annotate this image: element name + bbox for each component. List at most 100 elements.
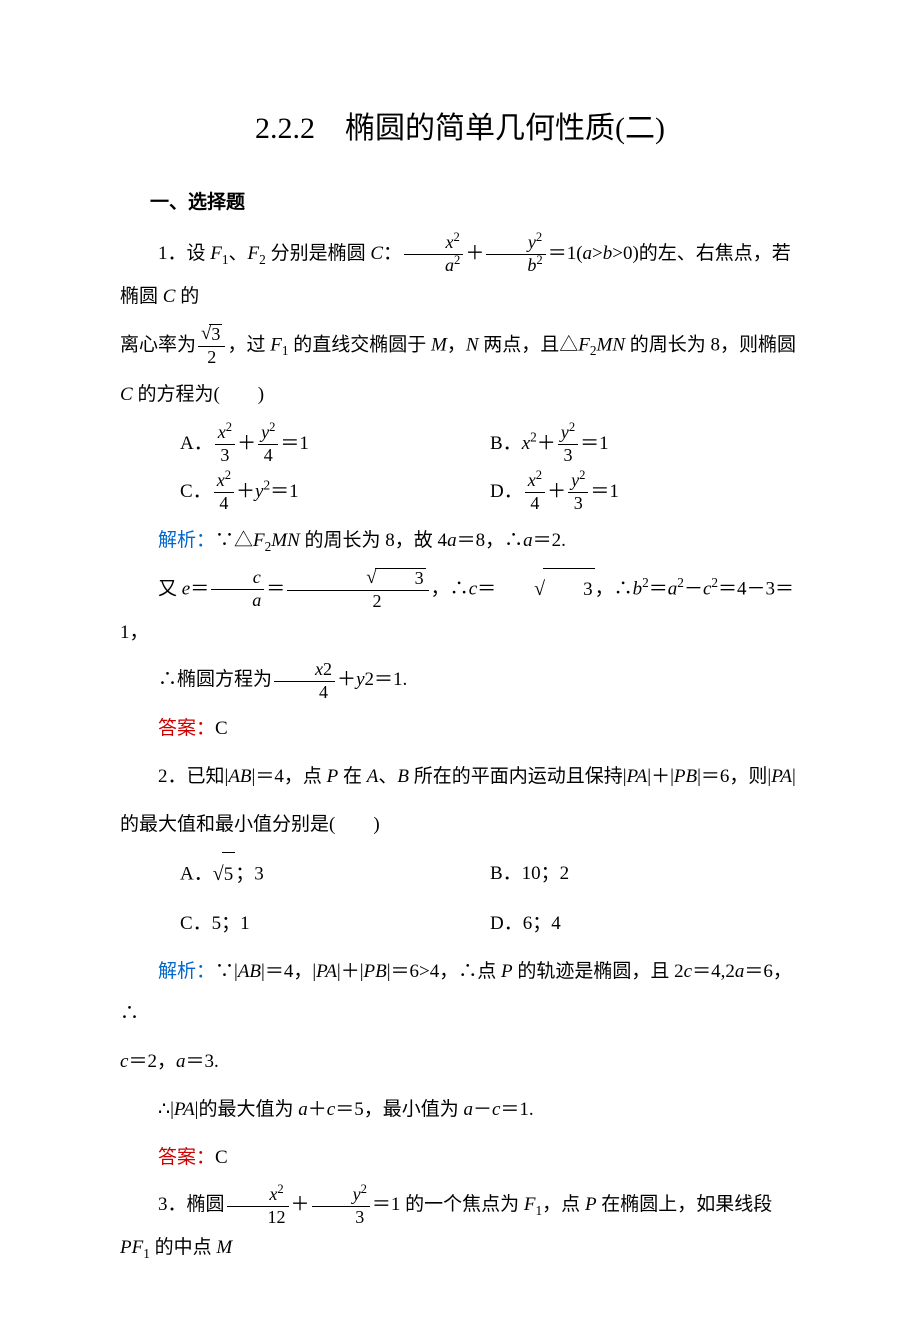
text: ；3 <box>235 863 264 884</box>
sqrt: 5 <box>213 852 235 898</box>
sup: 2 <box>642 575 649 590</box>
text: 在 <box>338 766 367 787</box>
solution-label: 解析： <box>158 530 215 551</box>
text: ＝1 的一个焦点为 <box>372 1194 524 1215</box>
var-F1: F <box>270 334 282 355</box>
text: ∴椭圆方程为 <box>158 669 272 690</box>
q1-optC: C．x24＋y2＝1 <box>180 470 490 514</box>
sub: 2 <box>259 252 266 267</box>
text: ＝8，∴ <box>457 530 524 551</box>
text: ， <box>447 334 466 355</box>
text: ＝3. <box>185 1051 218 1072</box>
frac: y23 <box>568 471 588 514</box>
var: F <box>253 530 265 551</box>
text: ＋ <box>465 243 484 264</box>
frac: x2a2 <box>404 233 463 276</box>
q2-options-row1: A．5；3 B．10；2 <box>180 852 800 898</box>
text: ，∴ <box>431 578 469 599</box>
frac: y24 <box>258 423 278 466</box>
var: a <box>447 530 457 551</box>
var: AB <box>228 766 251 787</box>
label: B． <box>490 433 522 454</box>
text: ＝2， <box>128 1051 176 1072</box>
text: 的周长为 8，则椭圆 <box>625 334 796 355</box>
text: ＋ <box>236 481 255 502</box>
text: ，点 <box>542 1194 585 1215</box>
label: A． <box>180 863 213 884</box>
text: 又 <box>158 578 182 599</box>
text: ＝4,2 <box>692 961 735 982</box>
text: 的直线交椭圆于 <box>288 334 431 355</box>
frac: x24 <box>274 660 335 703</box>
text: ∵△ <box>215 530 253 551</box>
var: c <box>684 961 692 982</box>
q1-stem-line2: 离心率为32，过 F1 的直线交椭圆于 M，N 两点，且△F2MN 的周长为 8… <box>120 324 800 368</box>
sup: 2 <box>677 575 684 590</box>
q2-stem-line2: 的最大值和最小值分别是( ) <box>120 804 800 846</box>
frac: ca <box>211 568 264 611</box>
text: ： <box>383 243 402 264</box>
var: P <box>501 961 513 982</box>
answer-value: C <box>215 718 228 739</box>
var: b <box>633 578 643 599</box>
text: ∵| <box>215 961 238 982</box>
var: a <box>583 243 593 264</box>
var-M: M <box>431 334 447 355</box>
q2-stem-line1: 2．已知|AB|＝4，点 P 在 A、B 所在的平面内运动且保持|PA|＋|PB… <box>120 756 800 798</box>
q1-stem-line3: C 的方程为( ) <box>120 374 800 416</box>
text: 2＝1. <box>365 669 408 690</box>
var-F1: F <box>210 243 222 264</box>
q2-optB: B．10；2 <box>490 852 800 898</box>
text: ，∴ <box>595 578 633 599</box>
text: ＝ <box>477 578 496 599</box>
sub: 2 <box>590 343 597 358</box>
var: a <box>668 578 678 599</box>
text: | <box>792 766 796 787</box>
q2-optA: A．5；3 <box>180 852 490 898</box>
frac: x212 <box>227 1185 289 1228</box>
var: A <box>367 766 379 787</box>
var-C: C <box>120 384 133 405</box>
sub: 1 <box>143 1246 150 1261</box>
text: ＋ <box>337 669 356 690</box>
text: 、 <box>229 243 248 264</box>
text: 两点，且△ <box>479 334 579 355</box>
q1-sol-line2: 又 e＝ca＝32，∴c＝3，∴b2＝a2－c2＝4－3＝1， <box>120 568 800 654</box>
frac: y23 <box>558 423 578 466</box>
frac: x23 <box>215 423 235 466</box>
answer-label: 答案： <box>158 718 215 739</box>
text: 的轨迹是椭圆，且 2 <box>513 961 684 982</box>
q1-sol-line3: ∴椭圆方程为x24＋y2＝1. <box>120 659 800 702</box>
q3-stem-line1: 3．椭圆x212＋y23＝1 的一个焦点为 F1，点 P 在椭圆上，如果线段 P… <box>120 1184 800 1269</box>
text: |＝6，则| <box>697 766 771 787</box>
label: A． <box>180 433 213 454</box>
text: ＋ <box>291 1194 310 1215</box>
text: 所在的平面内运动且保持| <box>409 766 627 787</box>
text: 3．椭圆 <box>158 1194 225 1215</box>
var: PA <box>316 961 337 982</box>
q2-optC: C．5；1 <box>180 902 490 946</box>
q1-options-row2: C．x24＋y2＝1 D．x24＋y23＝1 <box>180 470 800 514</box>
text: ＋ <box>547 481 566 502</box>
text: 的中点 <box>150 1237 217 1258</box>
text: 、 <box>378 766 397 787</box>
text: － <box>473 1099 492 1120</box>
var: y <box>356 669 364 690</box>
frac: y23 <box>312 1185 370 1228</box>
var: c <box>469 578 477 599</box>
section-heading: 一、选择题 <box>150 185 800 221</box>
text: ＝1 <box>270 481 299 502</box>
var: PB <box>364 961 387 982</box>
text: |＝6>4，∴点 <box>387 961 501 982</box>
text: |的最大值为 <box>195 1099 299 1120</box>
var: MN <box>597 334 626 355</box>
text: ＋ <box>537 433 556 454</box>
text: 的方程为( ) <box>133 384 264 405</box>
text: 的周长为 8，故 4 <box>300 530 447 551</box>
text: 的 <box>175 286 199 307</box>
q2-sol-line2: c＝2，a＝3. <box>120 1041 800 1083</box>
q2-sol-line1: 解析：∵|AB|＝4，|PA|＋|PB|＝6>4，∴点 P 的轨迹是椭圆，且 2… <box>120 951 800 1035</box>
var-F2MN: F <box>578 334 590 355</box>
text: |＋| <box>647 766 674 787</box>
q1-stem-line1: 1．设 F1、F2 分别是椭圆 C：x2a2＋y2b2＝1(a>b>0)的左、右… <box>120 233 800 318</box>
